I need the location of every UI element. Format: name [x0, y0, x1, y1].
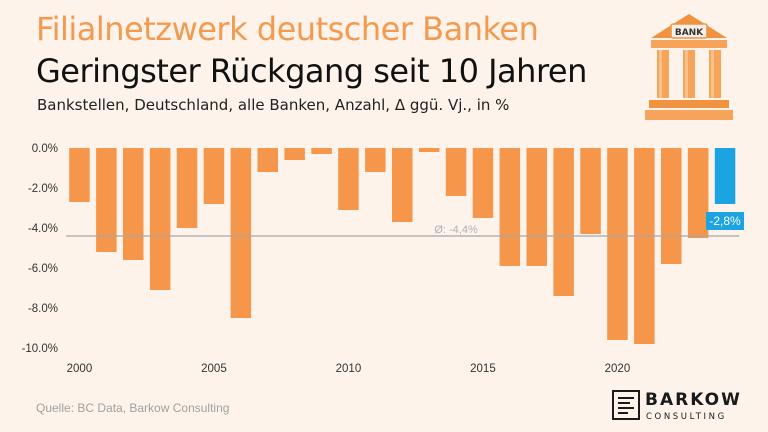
- bank-building-icon: BANK: [645, 14, 733, 120]
- y-tick-label: -6.0%: [28, 263, 58, 275]
- x-tick-label: 2010: [336, 363, 362, 375]
- bar: [123, 148, 144, 260]
- bar: [96, 148, 117, 252]
- y-tick-label: -2.0%: [28, 183, 58, 195]
- highlight-bar: [714, 148, 736, 204]
- bar: [634, 148, 655, 344]
- bar: [257, 148, 278, 172]
- y-tick-label: -4.0%: [28, 223, 58, 235]
- bar: [69, 148, 90, 202]
- y-tick-label: -10.0%: [22, 343, 58, 355]
- x-tick-label: 2015: [470, 363, 496, 375]
- barkow-logo-icon: [612, 390, 640, 420]
- chart-headline: Geringster Rückgang seit 10 Jahren: [36, 52, 587, 90]
- bar: [311, 148, 332, 154]
- x-tick-label: 2005: [201, 363, 227, 375]
- bar: [338, 148, 359, 210]
- bar: [365, 148, 386, 172]
- bar: [230, 148, 252, 318]
- highlight-label-box: [706, 212, 745, 230]
- bar: [392, 148, 413, 222]
- bank-sign-label: BANK: [675, 28, 704, 38]
- bar: [418, 148, 440, 152]
- bar: [687, 148, 709, 238]
- logo-name: BARKOW: [645, 390, 742, 410]
- highlight-data-label: -2,8%: [709, 214, 741, 228]
- average-label: Ø: -4,4%: [434, 224, 478, 236]
- bar: [445, 148, 467, 196]
- bar: [580, 148, 601, 234]
- x-tick-label: 2000: [67, 363, 93, 375]
- logo-subtitle: CONSULTING: [646, 412, 727, 422]
- chart-subtitle: Bankstellen, Deutschland, alle Banken, A…: [37, 96, 510, 114]
- y-tick-label: 0.0%: [32, 143, 58, 155]
- source-note: Quelle: BC Data, Barkow Consulting: [36, 401, 230, 415]
- bar: [607, 148, 628, 340]
- y-tick-label: -8.0%: [28, 303, 58, 315]
- bar: [176, 148, 198, 228]
- bar: [661, 148, 682, 264]
- bar: [553, 148, 574, 296]
- bar: [149, 148, 171, 290]
- x-tick-label: 2020: [605, 363, 631, 375]
- bar: [526, 148, 547, 266]
- bar: [472, 148, 494, 218]
- bar: [203, 148, 225, 204]
- bar: [284, 148, 305, 160]
- bar: [499, 148, 521, 266]
- chart-title: Filialnetzwerk deutscher Banken: [36, 10, 539, 48]
